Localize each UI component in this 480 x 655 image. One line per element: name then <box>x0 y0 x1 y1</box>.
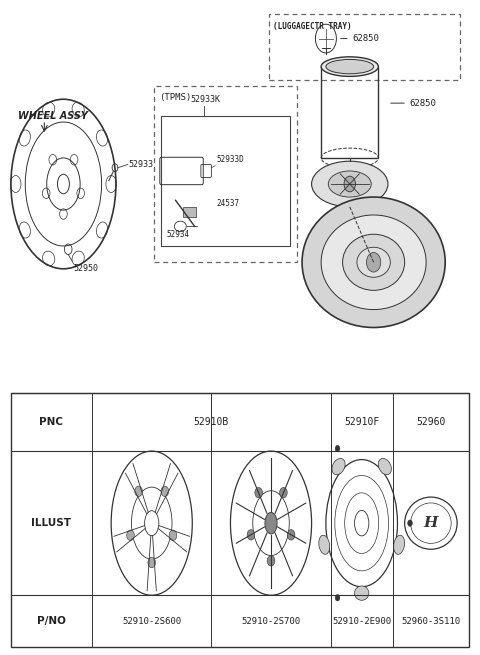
Circle shape <box>335 595 340 601</box>
Text: P/NO: P/NO <box>37 616 66 626</box>
Bar <box>269 14 459 80</box>
Ellipse shape <box>326 60 373 74</box>
Text: 52910F: 52910F <box>344 417 379 427</box>
Circle shape <box>408 520 412 527</box>
Text: 52910B: 52910B <box>194 417 229 427</box>
Ellipse shape <box>265 512 277 534</box>
Circle shape <box>247 530 255 540</box>
Circle shape <box>169 530 177 540</box>
Ellipse shape <box>394 535 405 554</box>
Bar <box>321 67 378 158</box>
Text: (LUGGAGECTR TRAY): (LUGGAGECTR TRAY) <box>274 22 352 31</box>
Text: 52910-2S700: 52910-2S700 <box>241 616 300 626</box>
Bar <box>161 115 290 246</box>
Text: 52960-3S110: 52960-3S110 <box>401 616 460 626</box>
Text: 24537: 24537 <box>216 199 239 208</box>
Ellipse shape <box>332 458 345 475</box>
Text: WHEEL ASSY: WHEEL ASSY <box>18 111 88 121</box>
Text: 52934: 52934 <box>166 230 189 238</box>
Text: 62850: 62850 <box>352 34 379 43</box>
Ellipse shape <box>312 161 388 207</box>
Ellipse shape <box>319 535 330 554</box>
Ellipse shape <box>343 234 405 290</box>
Text: 52960: 52960 <box>416 417 445 427</box>
Circle shape <box>366 252 381 272</box>
Ellipse shape <box>321 57 378 77</box>
Text: 52933K: 52933K <box>190 95 220 103</box>
Bar <box>183 208 196 217</box>
Text: 52950: 52950 <box>73 263 98 272</box>
Ellipse shape <box>357 248 390 277</box>
Text: PNC: PNC <box>39 417 63 427</box>
Circle shape <box>148 557 156 568</box>
Circle shape <box>335 445 340 452</box>
Ellipse shape <box>355 586 369 600</box>
Text: H: H <box>424 516 438 530</box>
Ellipse shape <box>328 171 371 197</box>
Circle shape <box>255 487 263 498</box>
Text: 62850: 62850 <box>409 99 436 107</box>
Text: 52933D: 52933D <box>216 155 244 164</box>
Text: 52910-2S600: 52910-2S600 <box>122 616 181 626</box>
Text: ILLUST: ILLUST <box>32 518 72 528</box>
Ellipse shape <box>302 197 445 328</box>
Circle shape <box>287 530 295 540</box>
Circle shape <box>161 486 168 496</box>
Text: 52933: 52933 <box>129 160 154 169</box>
Circle shape <box>135 486 143 496</box>
Bar <box>11 393 469 647</box>
Circle shape <box>267 555 275 566</box>
Ellipse shape <box>378 458 391 475</box>
Bar <box>154 86 297 262</box>
Text: 52910-2E900: 52910-2E900 <box>332 616 391 626</box>
Circle shape <box>127 530 134 540</box>
Circle shape <box>344 176 356 192</box>
Circle shape <box>279 487 287 498</box>
Ellipse shape <box>321 215 426 310</box>
Text: (TPMS): (TPMS) <box>159 93 191 102</box>
